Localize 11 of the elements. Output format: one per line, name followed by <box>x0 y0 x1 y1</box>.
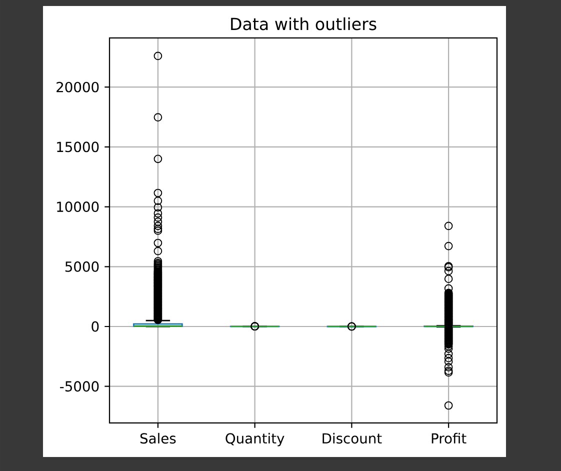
y-tick-label: -5000 <box>60 381 99 392</box>
y-tick-label: 10000 <box>57 202 99 212</box>
y-tick-label: 15000 <box>57 142 99 152</box>
x-tick-label: Sales <box>140 432 176 444</box>
chart-title: Data with outliers <box>231 17 376 30</box>
x-tick-label: Discount <box>322 432 382 444</box>
y-tick-label: 20000 <box>56 82 99 92</box>
y-tick-label: 5000 <box>65 261 99 272</box>
x-tick-label: Quantity <box>226 432 284 446</box>
x-tick-label: Profit <box>432 432 466 444</box>
y-tick-label: 0 <box>92 321 99 332</box>
